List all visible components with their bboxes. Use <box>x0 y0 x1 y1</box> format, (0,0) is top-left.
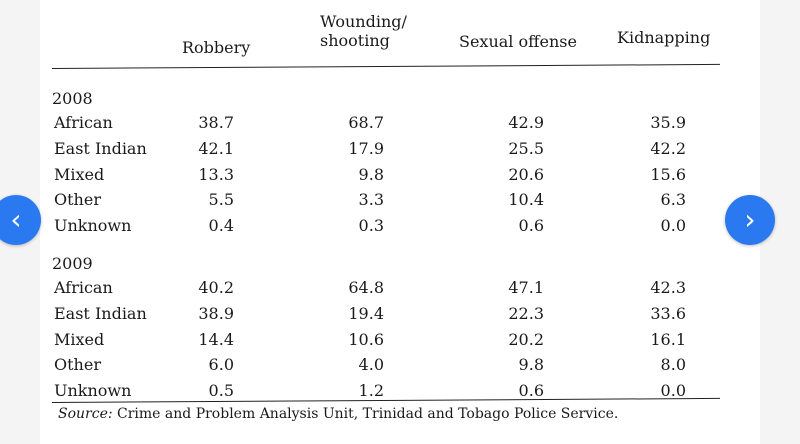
table-row: Unknown 0.4 0.3 0.6 0.0 <box>40 216 760 240</box>
table-cell: 9.8 <box>358 164 384 184</box>
row-label: Unknown <box>54 216 132 236</box>
table-cell: 15.6 <box>650 164 686 184</box>
table-cell: 35.9 <box>650 113 686 132</box>
row-label: Mixed <box>54 329 105 349</box>
table-row: Unknown 0.5 1.2 0.6 0.0 <box>40 381 760 405</box>
table-cell: 6.0 <box>208 355 234 375</box>
table-cell: 42.3 <box>650 278 686 297</box>
chevron-left-icon: ‹ <box>10 203 22 236</box>
table-cell: 3.3 <box>358 190 384 210</box>
table-cell: 4.0 <box>358 355 384 375</box>
table-cell: 42.2 <box>650 138 686 158</box>
table-cell: 0.3 <box>358 216 384 236</box>
table-cell: 33.6 <box>650 303 686 323</box>
table-top-rule <box>51 63 720 69</box>
table-cell: 16.1 <box>650 329 686 349</box>
table-cell: 13.3 <box>198 164 234 184</box>
table-cell: 25.5 <box>508 138 544 158</box>
table-cell: 68.7 <box>348 113 384 132</box>
table-cell: 47.1 <box>508 278 544 297</box>
table-cell: 0.6 <box>518 381 544 401</box>
table-cell: 40.2 <box>198 278 234 297</box>
table-cell: 1.2 <box>358 381 384 401</box>
column-header-wounding-shooting: Wounding/ shooting <box>320 12 407 50</box>
table-row: African 40.2 64.8 47.1 42.3 <box>40 278 760 302</box>
row-label: Other <box>54 355 101 375</box>
row-label: African <box>54 113 113 132</box>
row-label: East Indian <box>54 303 147 323</box>
source-label: Source: <box>58 406 113 422</box>
table-page: Robbery Wounding/ shooting Sexual offens… <box>40 0 760 444</box>
table-row: East Indian 38.9 19.4 22.3 33.6 <box>40 304 760 328</box>
table-row: Other 5.5 3.3 10.4 6.3 <box>40 190 760 214</box>
column-header-shooting-line: shooting <box>320 31 390 50</box>
table-cell: 14.4 <box>198 329 234 349</box>
table-cell: 0.4 <box>208 216 234 236</box>
table-row: African 38.7 68.7 42.9 35.9 <box>40 113 760 137</box>
column-header-sexual-offense: Sexual offense <box>459 32 577 51</box>
next-page-button[interactable]: › <box>725 195 775 245</box>
table-cell: 17.9 <box>348 138 384 158</box>
table-cell: 10.6 <box>348 329 384 349</box>
table-cell: 20.6 <box>508 164 544 184</box>
table-cell: 38.7 <box>198 113 234 132</box>
table-cell: 5.5 <box>208 190 234 210</box>
table-cell: 19.4 <box>348 303 384 323</box>
table-cell: 10.4 <box>508 190 544 210</box>
row-label: East Indian <box>54 138 147 158</box>
row-label: African <box>54 278 113 297</box>
table-cell: 8.0 <box>660 355 686 375</box>
table-cell: 0.0 <box>660 381 686 401</box>
year-heading-2009: 2009 <box>52 254 93 273</box>
table-row: East Indian 42.1 17.9 25.5 42.2 <box>40 139 760 163</box>
table-cell: 38.9 <box>198 303 234 323</box>
column-header-kidnapping: Kidnapping <box>617 28 711 47</box>
table-cell: 0.5 <box>208 381 234 401</box>
table-row: Mixed 13.3 9.8 20.6 15.6 <box>40 165 760 189</box>
table-row: Other 6.0 4.0 9.8 8.0 <box>40 355 760 379</box>
table-cell: 20.2 <box>508 329 544 349</box>
table-cell: 64.8 <box>348 278 384 297</box>
table-cell: 9.8 <box>518 355 544 375</box>
row-label: Other <box>54 190 101 210</box>
column-header-robbery: Robbery <box>182 38 251 57</box>
table-cell: 6.3 <box>660 190 686 210</box>
year-heading-2008: 2008 <box>52 89 93 108</box>
table-cell: 42.9 <box>508 113 544 132</box>
table-row: Mixed 14.4 10.6 20.2 16.1 <box>40 330 760 354</box>
table-cell: 42.1 <box>198 138 234 158</box>
table-cell: 22.3 <box>508 303 544 323</box>
table-cell: 0.0 <box>660 216 686 236</box>
previous-page-button[interactable]: ‹ <box>0 195 41 245</box>
row-label: Unknown <box>54 381 132 401</box>
chevron-right-icon: › <box>744 203 756 236</box>
column-header-wounding-line: Wounding/ <box>320 12 407 31</box>
source-text: Crime and Problem Analysis Unit, Trinida… <box>112 406 619 422</box>
table-cell: 0.6 <box>518 216 544 236</box>
table-source-note: Source: Crime and Problem Analysis Unit,… <box>58 406 618 422</box>
row-label: Mixed <box>54 164 105 184</box>
